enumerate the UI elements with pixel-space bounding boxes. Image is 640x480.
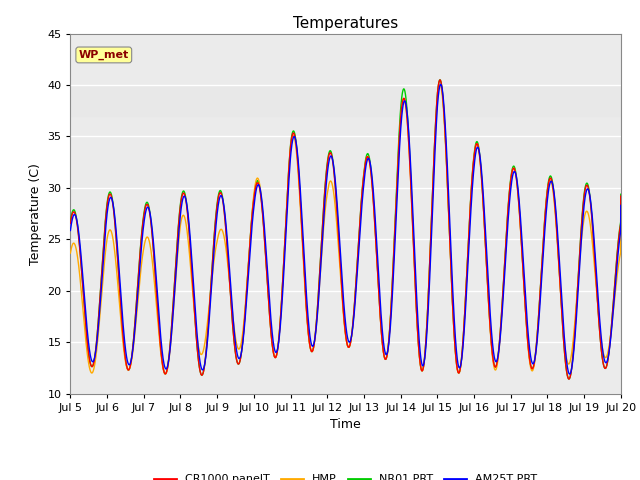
HMP: [500, 268, 508, 274]
NR01 PRT: [325, 150, 333, 156]
CR1000 panelT: [617, 193, 625, 199]
HMP: [469, 163, 477, 169]
HMP: [617, 216, 625, 221]
NR01 PRT: [617, 192, 625, 197]
CR1000 panelT: [325, 152, 333, 158]
NR01 PRT: [616, 221, 624, 227]
HMP: [67, 250, 74, 256]
AM25T PRT: [617, 203, 625, 208]
HMP: [166, 353, 173, 359]
HMP: [161, 371, 169, 377]
AM25T PRT: [67, 228, 74, 233]
AM25T PRT: [469, 177, 477, 182]
Line: AM25T PRT: AM25T PRT: [70, 84, 621, 374]
AM25T PRT: [616, 231, 624, 237]
NR01 PRT: [438, 90, 446, 96]
CR1000 panelT: [469, 165, 477, 170]
Text: WP_met: WP_met: [79, 50, 129, 60]
NR01 PRT: [500, 267, 508, 273]
AM25T PRT: [437, 82, 445, 87]
Line: HMP: HMP: [70, 84, 621, 374]
CR1000 panelT: [438, 91, 446, 96]
AM25T PRT: [166, 353, 173, 359]
HMP: [325, 180, 333, 186]
AM25T PRT: [438, 88, 446, 94]
CR1000 panelT: [565, 376, 573, 382]
AM25T PRT: [500, 278, 508, 284]
NR01 PRT: [469, 163, 477, 168]
Line: NR01 PRT: NR01 PRT: [70, 80, 621, 379]
NR01 PRT: [565, 376, 573, 382]
Legend: CR1000 panelT, HMP, NR01 PRT, AM25T PRT: CR1000 panelT, HMP, NR01 PRT, AM25T PRT: [149, 470, 542, 480]
HMP: [616, 252, 624, 257]
Y-axis label: Temperature (C): Temperature (C): [29, 163, 42, 264]
Bar: [70, 85, 621, 116]
HMP: [439, 96, 447, 102]
CR1000 panelT: [500, 268, 508, 274]
CR1000 panelT: [166, 351, 173, 357]
CR1000 panelT: [436, 77, 444, 83]
Title: Temperatures: Temperatures: [293, 16, 398, 31]
Line: CR1000 panelT: CR1000 panelT: [70, 80, 621, 379]
CR1000 panelT: [616, 223, 624, 229]
HMP: [436, 82, 444, 87]
CR1000 panelT: [67, 220, 74, 226]
NR01 PRT: [67, 218, 74, 224]
AM25T PRT: [566, 371, 573, 377]
NR01 PRT: [166, 351, 173, 357]
NR01 PRT: [436, 77, 444, 83]
AM25T PRT: [325, 158, 333, 164]
X-axis label: Time: Time: [330, 418, 361, 431]
